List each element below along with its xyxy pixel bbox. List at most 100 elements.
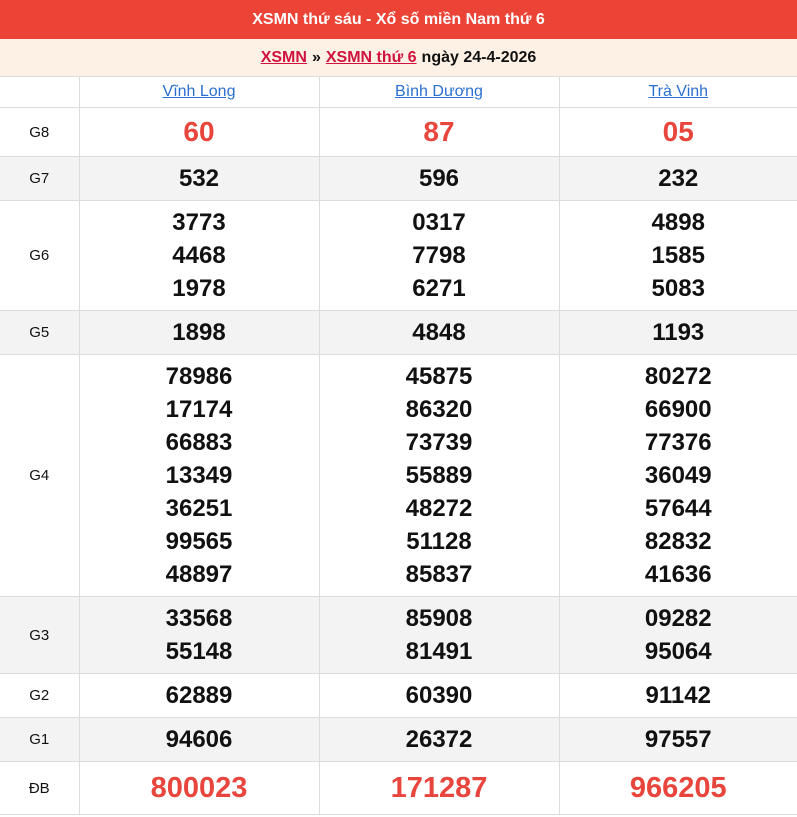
- prize-row-g5: G5 1898 4848 1193: [0, 310, 797, 355]
- prize-label: ĐB: [0, 761, 80, 815]
- prize-label: G4: [0, 354, 80, 597]
- breadcrumb-link-xsmn-thu-6[interactable]: XSMN thứ 6: [325, 48, 417, 66]
- prize-number: 99565: [165, 528, 233, 555]
- prize-number: 55148: [165, 638, 233, 665]
- prize-cell: 91142: [558, 673, 797, 718]
- prize-row-g7: G7 532 596 232: [0, 156, 797, 201]
- prize-number: 51128: [406, 528, 472, 555]
- prize-number: 85908: [405, 605, 473, 632]
- prize-number: 36251: [165, 495, 233, 522]
- prize-number: 82832: [644, 528, 712, 555]
- prize-cell: 966205: [558, 761, 797, 815]
- prize-cell: 596: [318, 156, 560, 201]
- prize-cell: 4848: [318, 310, 560, 355]
- prize-number: 3773: [172, 209, 226, 236]
- prize-label: G6: [0, 200, 80, 311]
- prize-label: G3: [0, 596, 80, 674]
- prize-number: 4898: [651, 209, 705, 236]
- prize-row-g6: G6 3773 4468 1978 0317 7798 6271 4898 1585 5083: [0, 200, 797, 311]
- prize-number: 94606: [165, 726, 233, 753]
- prize-cell: 4898 1585 5083: [558, 200, 797, 311]
- prize-number: 86320: [405, 396, 473, 423]
- prize-cell: 78986 17174 66883 13349 36251 99565 48897: [78, 354, 320, 597]
- prize-cell: 87: [318, 107, 560, 157]
- prize-number: 95064: [644, 638, 712, 665]
- prize-number: 6271: [412, 275, 466, 302]
- prize-cell: 232: [558, 156, 797, 201]
- prize-number: 05: [662, 116, 694, 147]
- prize-number: 60390: [405, 682, 473, 709]
- prize-cell: 3773 4468 1978: [78, 200, 320, 311]
- prize-number: 966205: [629, 772, 727, 804]
- page-title: XSMN thứ sáu - Xổ số miền Nam thứ 6: [0, 0, 797, 39]
- prize-number: 1193: [652, 319, 705, 346]
- province-link[interactable]: Bình Dương: [395, 83, 483, 100]
- prize-label: G8: [0, 107, 80, 157]
- province-header-row: Vĩnh Long Bình Dương Trà Vinh: [0, 76, 797, 108]
- prize-cell: 800023: [78, 761, 320, 815]
- prize-cell: 1193: [558, 310, 797, 355]
- prize-row-g2: G2 62889 60390 91142: [0, 673, 797, 718]
- prize-cell: 26372: [318, 717, 560, 762]
- prize-number: 57644: [644, 495, 712, 522]
- prize-cell: 09282 95064: [558, 596, 797, 674]
- province-cell: Trà Vinh: [558, 76, 797, 108]
- province-cell: Bình Dương: [318, 76, 560, 108]
- prize-row-g1: G1 94606 26372 97557: [0, 717, 797, 762]
- prize-number: 45875: [405, 363, 473, 390]
- prize-cell: 1898: [78, 310, 320, 355]
- prize-number: 77376: [644, 429, 712, 456]
- prize-label: G1: [0, 717, 80, 762]
- prize-number: 171287: [390, 772, 488, 804]
- prize-number: 596: [418, 165, 460, 192]
- breadcrumb-link-xsmn[interactable]: XSMN: [260, 48, 307, 66]
- prize-number: 13349: [165, 462, 233, 489]
- province-link[interactable]: Trà Vinh: [648, 83, 709, 100]
- prize-label: G2: [0, 673, 80, 718]
- prize-row-g8: G8 60 87 05: [0, 107, 797, 157]
- prize-cell: 45875 86320 73739 55889 48272 51128 85837: [318, 354, 560, 597]
- province-link[interactable]: Vĩnh Long: [162, 83, 236, 100]
- prize-row-g3: G3 33568 55148 85908 81491 09282 95064: [0, 596, 797, 674]
- prize-number: 33568: [165, 605, 233, 632]
- prize-number: 97557: [644, 726, 712, 753]
- prize-number: 4468: [172, 242, 226, 269]
- prize-cell: 80272 66900 77376 36049 57644 82832 41636: [558, 354, 797, 597]
- breadcrumb: XSMN » XSMN thứ 6 ngày 24-4-2026: [0, 39, 797, 76]
- prize-number: 36049: [644, 462, 712, 489]
- prize-number: 1978: [172, 275, 226, 302]
- prize-cell: 33568 55148: [78, 596, 320, 674]
- prize-cell: 05: [558, 107, 797, 157]
- prize-number: 78986: [165, 363, 233, 390]
- prize-number: 85837: [405, 561, 473, 588]
- prize-number: 532: [178, 165, 220, 192]
- prize-row-g4: G4 78986 17174 66883 13349 36251 99565 48897 458…: [0, 354, 797, 597]
- prize-number: 55889: [405, 462, 473, 489]
- prize-cell: 60390: [318, 673, 560, 718]
- prize-number: 800023: [150, 772, 248, 804]
- prize-cell: 171287: [318, 761, 560, 815]
- prize-number: 232: [658, 165, 699, 192]
- prize-row-đb: ĐB 800023 171287 966205: [0, 761, 797, 815]
- prize-number: 41636: [644, 561, 712, 588]
- prize-number: 91142: [645, 682, 711, 709]
- prize-label: G7: [0, 156, 80, 201]
- prize-number: 48897: [165, 561, 233, 588]
- empty-header-cell: [0, 76, 80, 108]
- prize-number: 1585: [651, 242, 705, 269]
- prize-number: 73739: [405, 429, 473, 456]
- results-table: Vĩnh Long Bình Dương Trà Vinh G8 60 87 05 G7…: [0, 76, 797, 815]
- prize-number: 7798: [412, 242, 466, 269]
- province-cell: Vĩnh Long: [78, 76, 320, 108]
- prize-number: 81491: [405, 638, 473, 665]
- prize-cell: 532: [78, 156, 320, 201]
- prize-number: 48272: [405, 495, 473, 522]
- prize-number: 80272: [644, 363, 712, 390]
- prize-number: 62889: [165, 682, 233, 709]
- prize-number: 4848: [412, 319, 466, 346]
- prize-cell: 97557: [558, 717, 797, 762]
- prize-cell: 60: [78, 107, 320, 157]
- prize-number: 5083: [651, 275, 705, 302]
- prize-number: 09282: [644, 605, 712, 632]
- prize-number: 66883: [165, 429, 233, 456]
